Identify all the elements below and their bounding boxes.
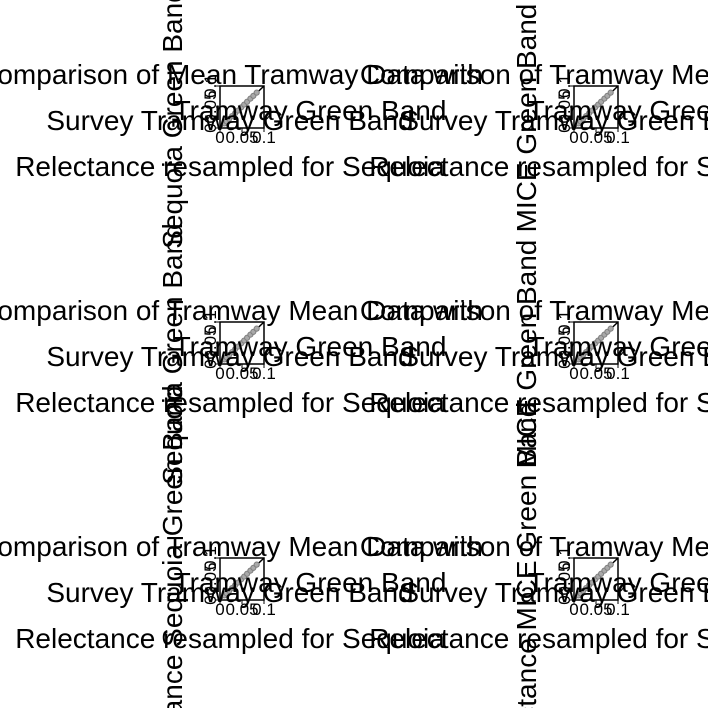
y-tick-label: 0	[201, 595, 220, 604]
data-point	[253, 561, 260, 568]
x-tick-label: 0.1	[252, 128, 276, 147]
y-tick-label: 0	[555, 123, 574, 132]
y-tick-label: 0.05	[201, 90, 220, 123]
x-tick-label: 0.05	[579, 600, 612, 619]
y-tick-label: 0.05	[201, 562, 220, 595]
y-axis-label: Sequoia Green Band	[157, 223, 188, 485]
chart-title-line-3: Relectance resampled for Sequoia	[15, 387, 445, 418]
data-point	[253, 325, 260, 332]
data-point	[607, 89, 614, 96]
y-axis-label: Sequoia Green Band	[157, 0, 188, 249]
chart-title-line-1: Comparison of Tramway Mean Data with	[0, 295, 483, 326]
chart-title-line-1: Comparison of Tramway Mean Data	[360, 531, 708, 562]
x-axis-label: Tramway Green Band	[528, 567, 708, 598]
data-point	[607, 325, 614, 332]
y-tick-label: 0.1	[555, 546, 574, 570]
x-tick-label: 0.1	[606, 128, 630, 147]
chart-title-line-2: Survey Tramway Green Band	[46, 341, 413, 372]
x-tick-label: 0	[215, 128, 224, 147]
x-tick-label: 0.1	[606, 600, 630, 619]
y-tick-label: 0.1	[201, 310, 220, 334]
chart-title-line-3: Relectance resampled for Sequoia	[369, 387, 708, 418]
data-point	[607, 561, 614, 568]
chart-title-line-1: Comparison of Tramway Mean Data with	[0, 531, 483, 562]
x-tick-label: 0.05	[225, 364, 258, 383]
x-tick-label: 0.05	[225, 600, 258, 619]
chart-title-line-2: Survey Tramway Green Band	[46, 577, 413, 608]
y-tick-label: 0	[555, 595, 574, 604]
chart-title-line-1: Comparison of Tramway Mean Data	[360, 295, 708, 326]
x-axis-label: Tramway Green Band	[174, 95, 447, 126]
x-tick-label: 0.1	[252, 364, 276, 383]
x-tick-label: 0.05	[225, 128, 258, 147]
y-axis-label: MICE Green Band	[511, 240, 542, 469]
chart-title-line-3: Relectance resampled for Sequoia	[369, 151, 708, 182]
chart-title-line-2: Survey Tramway Green Band	[46, 105, 413, 136]
y-tick-label: 0.05	[555, 562, 574, 595]
x-axis-label: Tramway Green Band	[528, 331, 708, 362]
x-tick-label: 0.1	[252, 600, 276, 619]
y-axis-label: Relectance MICE Green Band	[511, 402, 542, 708]
chart-title-line-2: Survey Tramway Green Band	[400, 341, 708, 372]
x-axis-label: Tramway Green Band	[528, 95, 708, 126]
y-tick-label: 0	[555, 359, 574, 368]
chart-title-line-1: Comparison of Mean Tramway Data with	[0, 59, 483, 90]
x-axis-label: Tramway Green Band	[174, 567, 447, 598]
y-tick-label: 0.05	[555, 326, 574, 359]
y-axis-label: MICE Green Band	[511, 4, 542, 233]
y-tick-label: 0.1	[201, 74, 220, 98]
x-axis-label: Tramway Green Band	[174, 331, 447, 362]
x-tick-label: 0.1	[606, 364, 630, 383]
y-tick-label: 0.1	[555, 310, 574, 334]
x-tick-label: 0	[569, 600, 578, 619]
data-point	[253, 89, 260, 96]
x-tick-label: 0	[569, 128, 578, 147]
chart-title-line-2: Survey Tramway Green Band	[400, 105, 708, 136]
x-tick-label: 0	[215, 600, 224, 619]
x-tick-label: 0.05	[579, 364, 612, 383]
chart-title-line-1: Comparison of Tramway Mean Data	[360, 59, 708, 90]
y-tick-label: 0.1	[201, 546, 220, 570]
y-tick-label: 0	[201, 123, 220, 132]
y-tick-label: 0.05	[201, 326, 220, 359]
x-tick-label: 0.05	[579, 128, 612, 147]
chart-title-line-3: Relectance resampled for Sequoia	[15, 151, 445, 182]
y-tick-label: 0.1	[555, 74, 574, 98]
x-tick-label: 0	[215, 364, 224, 383]
y-tick-label: 0.05	[555, 90, 574, 123]
y-tick-label: 0	[201, 359, 220, 368]
y-axis-label: Relectance Sequoia Green Band	[157, 385, 188, 708]
chart-title-line-2: Survey Tramway Green Band	[400, 577, 708, 608]
x-tick-label: 0	[569, 364, 578, 383]
chart-title-line-3: Relectance resampled for Sequoia	[15, 623, 445, 654]
chart-title-line-3: Relectance resampled for Sequoia	[369, 623, 708, 654]
